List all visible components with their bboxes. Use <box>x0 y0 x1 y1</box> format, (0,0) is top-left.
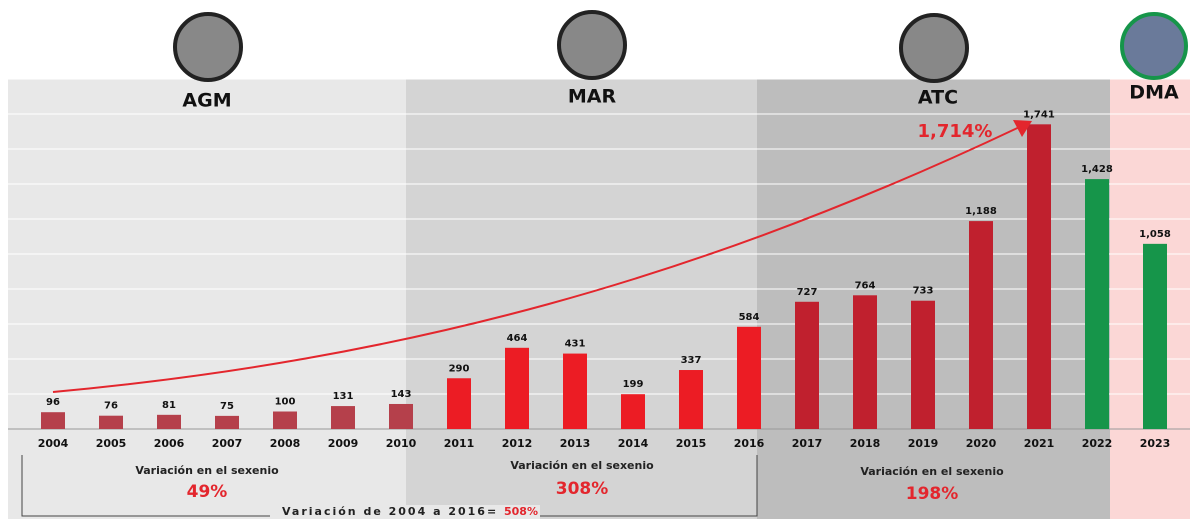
photo <box>1120 12 1188 80</box>
trend-arrow <box>52 121 1031 393</box>
photo <box>173 12 243 82</box>
change-title: Variación en el sexenio <box>860 465 1004 478</box>
x-tick-label: 2022 <box>1082 437 1113 450</box>
bar <box>737 326 761 429</box>
change-title: Variación en el sexenio <box>510 459 654 472</box>
value-label: 96 <box>46 397 60 408</box>
x-tick-label: 2021 <box>1024 437 1055 450</box>
period-band <box>757 79 1110 519</box>
value-label: 100 <box>275 397 296 408</box>
value-label: 764 <box>855 280 876 291</box>
x-tick-label: 2016 <box>734 437 765 450</box>
value-label: 727 <box>797 287 818 298</box>
bar <box>157 414 181 429</box>
period-band <box>8 79 406 519</box>
change-value: 308% <box>556 479 609 499</box>
x-tick-label: 2007 <box>212 437 243 450</box>
bar <box>969 221 993 429</box>
arrow-head <box>1013 120 1032 137</box>
bar <box>853 295 877 429</box>
x-tick-label: 2004 <box>38 437 69 450</box>
bar <box>215 415 239 429</box>
bar <box>273 411 297 429</box>
bar <box>41 412 65 429</box>
value-label: 1,428 <box>1081 164 1113 175</box>
trend-label: 1,714% <box>918 121 993 142</box>
period-name: ATC <box>918 87 958 109</box>
bar <box>679 370 703 429</box>
x-tick-label: 2009 <box>328 437 359 450</box>
value-label: 81 <box>162 400 176 411</box>
value-label: 1,058 <box>1139 229 1171 240</box>
x-tick-label: 2017 <box>792 437 823 450</box>
x-tick-label: 2008 <box>270 437 301 450</box>
change-title: Variación en el sexenio <box>135 464 279 477</box>
change-value: 49% <box>187 482 228 502</box>
bar <box>99 415 123 429</box>
photos <box>173 10 1188 83</box>
value-label: 131 <box>333 391 354 402</box>
label-bg <box>270 505 540 519</box>
value-label: 143 <box>391 389 412 400</box>
bar <box>563 353 587 429</box>
x-tick-label: 2020 <box>966 437 997 450</box>
total-change-text: Variación de 2004 a 2016= <box>282 505 504 518</box>
period-name: AGM <box>182 90 231 112</box>
value-label: 199 <box>623 379 644 390</box>
bar <box>911 300 935 429</box>
bar <box>1085 179 1109 429</box>
total-change: Variación de 2004 a 2016= 508% <box>282 505 538 518</box>
period-name: MAR <box>568 86 617 108</box>
x-tick-label: 2018 <box>850 437 881 450</box>
value-label: 337 <box>681 355 702 366</box>
photo <box>899 13 969 83</box>
bar <box>1027 124 1051 429</box>
x-tick-label: 2011 <box>444 437 475 450</box>
x-tick-label: 2013 <box>560 437 591 450</box>
value-label: 1,188 <box>965 206 997 217</box>
x-tick-label: 2023 <box>1140 437 1171 450</box>
change-value: 198% <box>906 484 959 504</box>
bar <box>331 406 355 429</box>
photo <box>557 10 627 80</box>
x-tick-label: 2006 <box>154 437 185 450</box>
x-tick-label: 2005 <box>96 437 127 450</box>
bar <box>1143 243 1167 429</box>
bar <box>621 394 645 429</box>
value-label: 733 <box>913 286 934 297</box>
value-label: 464 <box>507 333 528 344</box>
bar <box>505 347 529 429</box>
x-tick-label: 2012 <box>502 437 533 450</box>
value-label: 431 <box>565 339 586 350</box>
value-label: 75 <box>220 401 234 412</box>
x-tick-label: 2010 <box>386 437 417 450</box>
value-label: 584 <box>739 312 760 323</box>
period-name: DMA <box>1129 82 1179 104</box>
value-label: 1,741 <box>1023 109 1055 120</box>
bar <box>795 301 819 429</box>
bar <box>447 378 471 429</box>
value-label: 290 <box>449 363 470 374</box>
x-tick-label: 2014 <box>618 437 649 450</box>
value-label: 76 <box>104 401 118 412</box>
bar <box>389 403 413 429</box>
period-band <box>406 79 757 519</box>
total-change-value: 508% <box>504 505 538 518</box>
x-tick-label: 2015 <box>676 437 707 450</box>
x-tick-label: 2019 <box>908 437 939 450</box>
